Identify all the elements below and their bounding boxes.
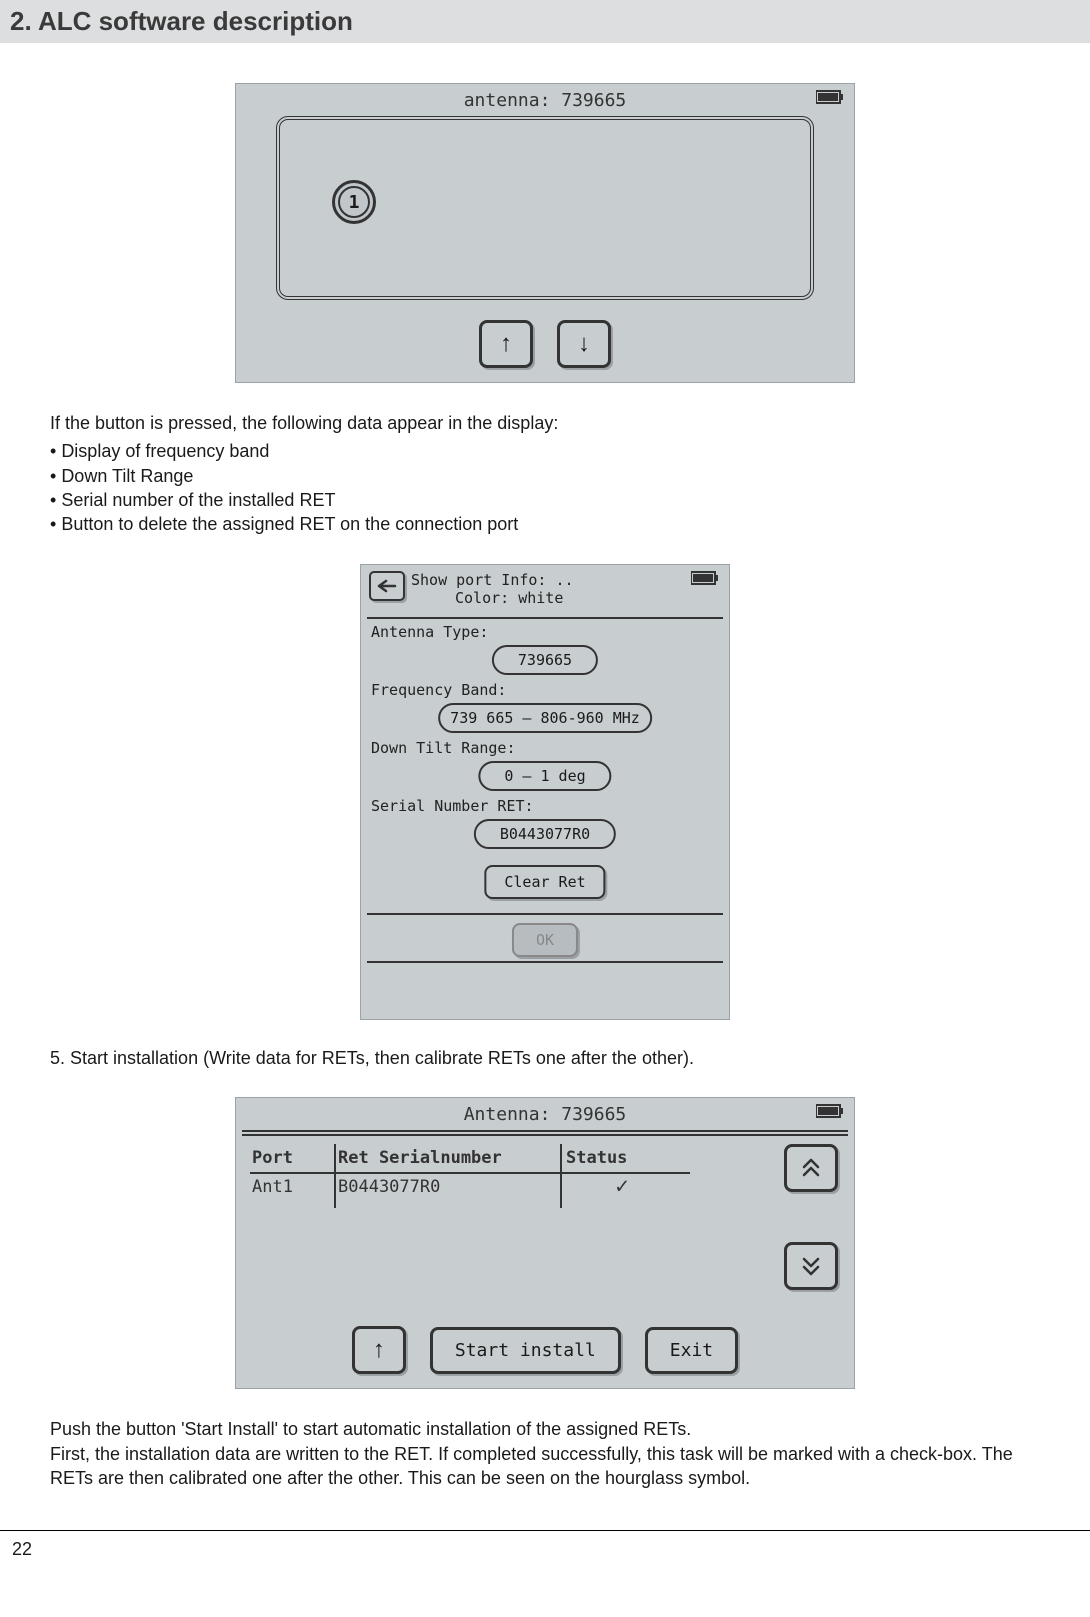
screenshot-port-info: Show port Info: .. Color: white Antenna … (360, 564, 730, 1020)
screenshot-antenna-overview: antenna: 739665 1 ↑ ↓ (235, 83, 855, 383)
down-arrow-icon: ↓ (578, 330, 590, 358)
col-status: Status (566, 1146, 688, 1170)
up-button[interactable]: ↑ (479, 320, 533, 368)
clear-ret-button[interactable]: Clear Ret (484, 865, 605, 899)
ok-button[interactable]: OK (512, 923, 578, 957)
row-status-check-icon: ✓ (566, 1172, 688, 1201)
port-info-header-line1: Show port Info: .. (411, 571, 721, 589)
scroll-down-button[interactable] (784, 1242, 838, 1290)
step-5-text: 5. Start installation (Write data for RE… (50, 1048, 1040, 1069)
table-row: Ant1 B0443077R0 ✓ (252, 1172, 688, 1201)
bullet-item: Serial number of the installed RET (50, 488, 1040, 512)
col-serial: Ret Serialnumber (338, 1146, 564, 1170)
antenna-title: antenna: 739665 (236, 90, 854, 111)
serial-label: Serial Number RET: (371, 797, 534, 815)
bullet-item: Display of frequency band (50, 439, 1040, 463)
bullet-item: Down Tilt Range (50, 464, 1040, 488)
down-tilt-value[interactable]: 0 – 1 deg (478, 761, 611, 791)
page-number: 22 (12, 1539, 32, 1559)
back-arrow-icon (377, 579, 397, 593)
screenshot-start-install: Antenna: 739665 Port Ret Serialnumber St… (235, 1097, 855, 1389)
antenna-title: Antenna: 739665 (236, 1104, 854, 1125)
row-port: Ant1 (252, 1172, 336, 1201)
intro-text: If the button is pressed, the following … (50, 411, 1040, 435)
serial-value[interactable]: B0443077R0 (474, 819, 616, 849)
section-header: 2. ALC software description (0, 0, 1090, 43)
closing-paragraph: Push the button 'Start Install' to start… (50, 1417, 1040, 1490)
double-down-arrow-icon (800, 1255, 822, 1277)
exit-button[interactable]: Exit (645, 1327, 738, 1374)
freq-band-value[interactable]: 739 665 – 806-960 MHz (438, 703, 652, 733)
antenna-type-label: Antenna Type: (371, 623, 488, 641)
up-arrow-icon: ↑ (500, 330, 512, 358)
col-port: Port (252, 1146, 336, 1170)
up-arrow-icon: ↑ (373, 1336, 385, 1364)
port-info-header-line2: Color: white (411, 589, 721, 607)
start-install-button[interactable]: Start install (430, 1327, 621, 1374)
port-label: 1 (338, 186, 370, 218)
down-tilt-label: Down Tilt Range: (371, 739, 516, 757)
back-up-button[interactable]: ↑ (352, 1326, 406, 1374)
data-bullet-list: Display of frequency band Down Tilt Rang… (50, 439, 1040, 536)
freq-band-label: Frequency Band: (371, 681, 506, 699)
double-up-arrow-icon (800, 1157, 822, 1179)
row-serial: B0443077R0 (338, 1172, 564, 1201)
port-1-button[interactable]: 1 (332, 180, 376, 224)
back-button[interactable] (369, 571, 405, 601)
down-button[interactable]: ↓ (557, 320, 611, 368)
scroll-up-button[interactable] (784, 1144, 838, 1192)
antenna-type-value[interactable]: 739665 (492, 645, 598, 675)
bullet-item: Button to delete the assigned RET on the… (50, 512, 1040, 536)
